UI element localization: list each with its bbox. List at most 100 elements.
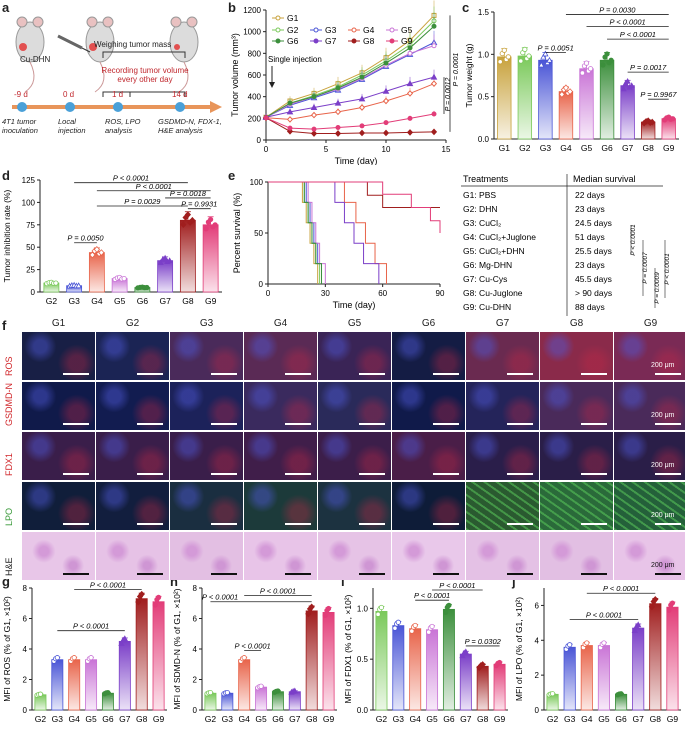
data-point <box>412 622 418 629</box>
data-point <box>310 103 318 110</box>
bar <box>666 606 679 711</box>
data-point <box>631 627 638 633</box>
data-point <box>310 130 318 137</box>
micrograph-H&E-G8 <box>540 532 613 580</box>
x-tick-label: G7 <box>633 714 645 724</box>
x-tick-label: 10 <box>382 145 391 154</box>
panel-label-f: f <box>2 318 7 333</box>
scale-bar <box>507 523 533 525</box>
data-point <box>88 655 94 661</box>
scale-bar <box>655 523 681 525</box>
bar <box>238 659 251 711</box>
data-point <box>275 688 281 694</box>
panel-label-d: d <box>2 168 10 183</box>
series-line-G6 <box>265 25 435 118</box>
x-tick-label: G3 <box>564 714 576 724</box>
scale-bar <box>137 523 163 525</box>
scale-bar <box>285 373 311 375</box>
x-tick-label: 60 <box>378 289 387 298</box>
column-header-G1: G1 <box>51 318 66 329</box>
x-tick-label: 0 <box>266 289 271 298</box>
legend-label-G4: G4 <box>363 25 375 35</box>
legend-marker <box>389 27 395 33</box>
p-value-label: P = 0.0030 <box>599 6 636 15</box>
data-point <box>241 655 247 661</box>
micrograph-FDX1-G4 <box>244 432 317 480</box>
day-label: -9 d <box>14 90 28 99</box>
p-value-label: P = 0.0009 <box>654 272 661 304</box>
data-point <box>291 687 298 694</box>
legend-label-G1: G1 <box>287 13 299 23</box>
x-tick-label: G2 <box>205 714 217 724</box>
scale-bar <box>433 573 459 575</box>
micrograph-GSDMD-N-G5 <box>318 382 391 430</box>
data-point <box>566 88 574 95</box>
x-tick-label: G6 <box>615 714 627 724</box>
bar <box>88 252 105 293</box>
legend-label-G2: G2 <box>287 25 299 35</box>
data-point <box>501 47 507 53</box>
bar <box>517 55 533 140</box>
series-line-G9 <box>265 113 435 130</box>
data-point <box>383 120 389 126</box>
y-tick-label: 0 <box>535 706 540 715</box>
data-point <box>155 594 162 600</box>
y-tick-label: 100 <box>22 198 36 207</box>
row-label: FDX1 <box>4 452 14 476</box>
data-point <box>382 129 390 137</box>
data-point <box>431 23 437 29</box>
series-line-G3 <box>265 42 435 118</box>
scale-bar <box>211 423 237 425</box>
data-point <box>604 51 610 57</box>
row-label: ROS <box>4 356 14 376</box>
data-point <box>406 129 414 136</box>
data-point <box>431 43 437 49</box>
median-survival: 22 days <box>575 190 605 200</box>
data-point <box>287 125 293 131</box>
y-tick-label: 6 <box>535 601 540 610</box>
micrograph-LPO-G3 <box>170 482 243 530</box>
micrograph-FDX1-G8 <box>540 432 613 480</box>
bar <box>632 627 645 711</box>
day-label: 0 d <box>63 90 75 99</box>
panel-label-j: j <box>512 574 516 589</box>
scale-bar <box>433 523 459 525</box>
data-point <box>311 94 317 100</box>
scale-bar <box>581 423 607 425</box>
fdx1-mfi-chart: 0.0 0.5 1.0 G2 G3 G4 G5 G6 G7 G8 G9 MFI of FDX1 (% … <box>343 581 508 724</box>
x-tick-label: G7 <box>289 714 301 724</box>
data-point <box>359 123 365 129</box>
scale-bar <box>507 423 533 425</box>
p-value-label: P < 0.0001 <box>603 584 639 593</box>
series-line-G5 <box>265 45 435 118</box>
x-tick-label: G2 <box>519 143 531 153</box>
legend-marker <box>275 38 281 44</box>
scale-bar <box>63 573 89 575</box>
x-tick-label: G4 <box>91 296 103 306</box>
y-tick-label: 0 <box>259 280 264 289</box>
y-tick-label: 4 <box>23 645 28 654</box>
data-point <box>542 50 549 57</box>
data-point <box>310 111 318 119</box>
x-tick-label: G4 <box>239 714 251 724</box>
micrograph-H&E-G4 <box>244 532 317 580</box>
x-tick-label: G8 <box>477 714 489 724</box>
bar <box>152 601 165 711</box>
y-tick-label: 1200 <box>243 6 261 15</box>
data-point <box>212 222 218 228</box>
y-tick-label: 4 <box>535 636 540 645</box>
inhibition-rate-chart: 0 25 50 75 100 125 G2 G3 G4 G5 G6 G7 G8 G9 Tumor inhib… <box>2 174 222 306</box>
bar <box>579 68 594 140</box>
column-header-G5: G5 <box>347 318 362 329</box>
data-point <box>505 54 511 60</box>
legend-label-G5: G5 <box>401 25 413 35</box>
table-header: Median survival <box>573 174 636 184</box>
panel-label-a: a <box>2 0 10 15</box>
p-value-label: P < 0.0001 <box>260 587 296 596</box>
median-survival: 88 days <box>575 302 605 312</box>
scale-bar <box>211 523 237 525</box>
bar <box>85 659 98 711</box>
bar <box>620 85 635 140</box>
p-value-label: P < 0.0001 <box>664 253 671 285</box>
p-value-label: P = 0.0017 <box>630 63 667 72</box>
